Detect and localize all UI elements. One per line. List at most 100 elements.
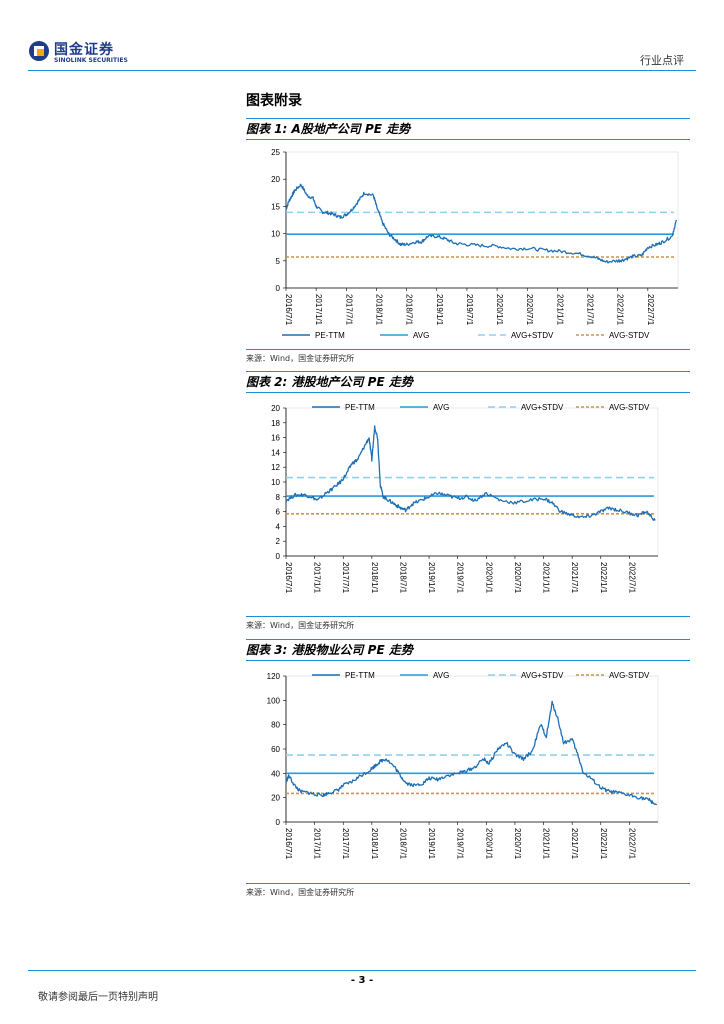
y-tick-label: 10	[271, 478, 280, 487]
x-tick-label: 2022/7/1	[627, 562, 636, 594]
x-tick-label: 2021/7/1	[570, 562, 579, 594]
x-tick-label: 2022/7/1	[646, 294, 655, 326]
x-tick-label: 2018/7/1	[398, 828, 407, 860]
chart-2-svg: 0 2 4 6 8 10 12 14 16 18 20 2016/7/1 2017/1/1 2017/7/…	[271, 403, 659, 594]
y-tick-label: 100	[267, 696, 281, 705]
x-tick-label: 2018/1/1	[374, 294, 383, 326]
x-tick-label: 2017/7/1	[341, 562, 350, 594]
figure-2-title: 图表 2: 港股地产公司 PE 走势	[246, 371, 690, 393]
plot-area	[285, 151, 679, 289]
legend-label-plus: AVG+STDV	[521, 403, 564, 412]
x-tick-label: 2017/1/1	[313, 562, 322, 594]
legend-label-minus: AVG-STDV	[609, 331, 650, 340]
legend-label-pe: PE-TTM	[315, 331, 345, 340]
figure-1-source: 来源：Wind，国金证券研究所	[246, 354, 355, 363]
y-tick-label: 18	[271, 419, 280, 428]
y-tick-label: 5	[276, 257, 281, 266]
y-tick-label: 0	[276, 552, 281, 561]
x-tick-label: 2020/7/1	[513, 562, 522, 594]
x-tick-label: 2017/1/1	[313, 828, 322, 860]
x-tick-label: 2016/7/1	[284, 562, 293, 594]
page-number: - 3 -	[350, 975, 374, 986]
x-tick-label: 2019/1/1	[435, 294, 444, 326]
y-tick-label: 2	[276, 537, 281, 546]
x-tick-label: 2020/1/1	[495, 294, 504, 326]
logo-icon	[29, 41, 49, 61]
chart-2: 0 2 4 6 8 10 12 14 16 18 20 2016/7/1 2017/1/1 2017/7/…	[246, 396, 690, 616]
y-tick-label: 16	[271, 434, 280, 443]
x-tick-label: 2019/7/1	[456, 828, 465, 860]
x-tick-label: 2018/7/1	[398, 562, 407, 594]
y-tick-label: 4	[276, 522, 281, 531]
figure-3-title: 图表 3: 港股物业公司 PE 走势	[246, 639, 690, 661]
y-tick-label: 120	[267, 672, 281, 681]
figure-2-source: 来源：Wind，国金证券研究所	[246, 621, 355, 630]
y-tick-label: 25	[271, 148, 280, 157]
x-tick-label: 2022/1/1	[599, 562, 608, 594]
x-tick-label: 2022/1/1	[616, 294, 625, 326]
y-tick-label: 40	[271, 769, 280, 778]
legend-label-pe: PE-TTM	[345, 403, 375, 412]
legend-label-pe: PE-TTM	[345, 671, 375, 680]
x-tick-label: 2018/1/1	[370, 562, 379, 594]
report-type: 行业点评	[640, 54, 684, 67]
x-tick-label: 2017/1/1	[314, 294, 323, 326]
company-name-en: SINOLINK SECURITIES	[54, 57, 128, 64]
x-tick-label: 2021/7/1	[570, 828, 579, 860]
x-tick-label: 2022/1/1	[599, 828, 608, 860]
y-tick-label: 14	[271, 448, 280, 457]
chart-1: 0 5 10 15 20 25 2016/7/1 2017/1/1 2017/7/1 2018/1…	[246, 142, 690, 348]
x-tick-label: 2020/7/1	[525, 294, 534, 326]
y-tick-label: 0	[276, 284, 281, 293]
figure-1-title: 图表 1: A股地产公司 PE 走势	[246, 118, 690, 140]
disclaimer-note: 敬请参阅最后一页特别声明	[38, 992, 158, 1003]
legend-label-avg: AVG	[433, 403, 449, 412]
x-tick-label: 2019/1/1	[427, 828, 436, 860]
x-tick-label: 2021/7/1	[586, 294, 595, 326]
x-tick-label: 2018/1/1	[370, 828, 379, 860]
x-tick-label: 2021/1/1	[542, 828, 551, 860]
y-tick-label: 20	[271, 404, 280, 413]
legend-label-avg: AVG	[413, 331, 429, 340]
series-pe-ttm	[285, 425, 656, 521]
x-tick-label: 2022/7/1	[627, 828, 636, 860]
chart-3: 0 20 40 60 80 100 120 2016/7/1 2017/1/1 2017/7/1 2…	[246, 664, 690, 882]
plot-area	[285, 675, 659, 823]
figure-3-rule	[246, 883, 690, 884]
company-name-cn: 国金证券	[54, 42, 114, 58]
chart-1-svg: 0 5 10 15 20 25 2016/7/1 2017/1/1 2017/7/1 2018/1…	[271, 148, 679, 340]
x-tick-label: 2019/1/1	[427, 562, 436, 594]
x-tick-label: 2020/7/1	[513, 828, 522, 860]
figure-3-source: 来源：Wind，国金证券研究所	[246, 888, 355, 897]
figure-1-rule	[246, 349, 690, 350]
legend-label-minus: AVG-STDV	[609, 671, 650, 680]
x-tick-label: 2019/7/1	[465, 294, 474, 326]
x-tick-label: 2016/7/1	[284, 828, 293, 860]
series-pe-ttm	[285, 183, 678, 264]
y-tick-label: 20	[271, 794, 280, 803]
y-tick-label: 12	[271, 463, 280, 472]
header-divider	[28, 70, 696, 71]
figure-2-rule	[246, 616, 690, 617]
y-tick-label: 60	[271, 745, 280, 754]
x-tick-label: 2016/7/1	[284, 294, 293, 326]
x-tick-label: 2017/7/1	[341, 828, 350, 860]
y-tick-label: 6	[276, 508, 281, 517]
plot-area	[285, 407, 659, 557]
x-tick-label: 2021/1/1	[542, 562, 551, 594]
x-tick-label: 2018/7/1	[405, 294, 414, 326]
section-title: 图表附录	[246, 93, 302, 109]
y-tick-label: 80	[271, 721, 280, 730]
y-tick-label: 15	[271, 202, 280, 211]
legend-label-plus: AVG+STDV	[511, 331, 554, 340]
legend-label-minus: AVG-STDV	[609, 403, 650, 412]
x-tick-label: 2019/7/1	[456, 562, 465, 594]
x-tick-label: 2021/1/1	[555, 294, 564, 326]
y-tick-label: 20	[271, 175, 280, 184]
series-pe-ttm	[285, 700, 658, 806]
y-tick-label: 10	[271, 230, 280, 239]
y-tick-label: 8	[276, 493, 281, 502]
x-tick-label: 2020/1/1	[484, 828, 493, 860]
legend-label-plus: AVG+STDV	[521, 671, 564, 680]
chart-3-svg: 0 20 40 60 80 100 120 2016/7/1 2017/1/1 2017/7/1 2…	[267, 671, 659, 860]
